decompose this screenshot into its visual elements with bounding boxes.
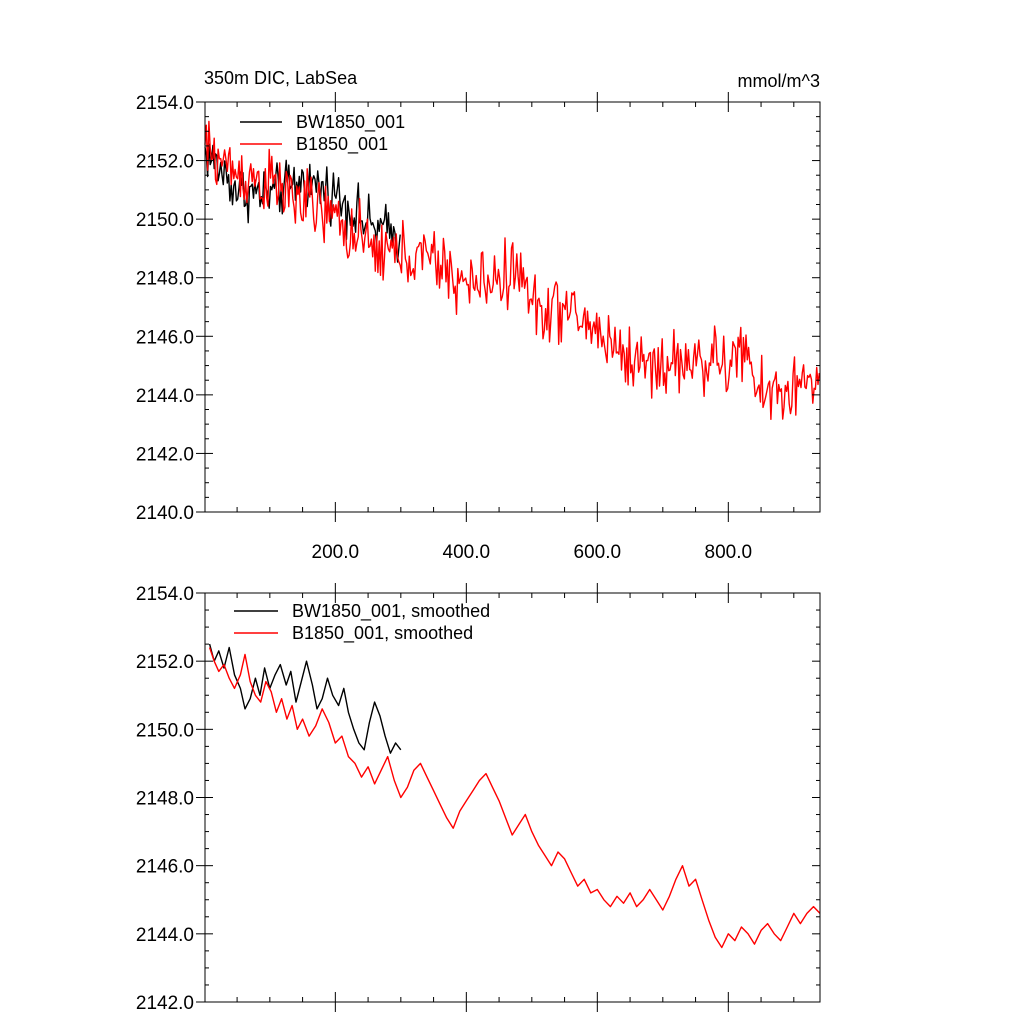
y-tick-label: 2154.0 <box>136 93 194 114</box>
y-tick-label: 2154.0 <box>136 584 194 605</box>
y-tick-label: 2146.0 <box>136 327 194 348</box>
y-tick-label: 2142.0 <box>136 444 194 465</box>
top-plot-frame <box>204 101 821 513</box>
y-tick-label: 2152.0 <box>136 652 194 673</box>
bottom-ticks: 2142.0 2144.0 2146.0 2148.0 2150.0 2152.0 2154… <box>136 583 820 1014</box>
y-tick-label: 2148.0 <box>136 789 194 810</box>
legend-label: BW1850_001, smoothed <box>292 601 490 622</box>
x-tick-label: 200.0 <box>312 542 360 563</box>
y-tick-label: 2140.0 <box>136 503 194 524</box>
series-line-top-1 <box>204 120 820 420</box>
y-tick-label: 2144.0 <box>136 925 194 946</box>
legend-label: BW1850_001 <box>296 112 405 133</box>
panel-top-raw: 350m DIC, LabSea mmol/m^3 2140.02142.021… <box>136 68 821 563</box>
y-tick-label: 2152.0 <box>136 152 194 173</box>
legend-label: B1850_001, smoothed <box>292 623 473 644</box>
x-tick-label: 800.0 <box>705 542 753 563</box>
y-tick-label: 2144.0 <box>136 386 194 407</box>
chart-title: 350m DIC, LabSea <box>204 68 358 88</box>
units-label: mmol/m^3 <box>738 71 820 91</box>
y-tick-label: 2150.0 <box>136 210 194 231</box>
y-tick-label: 2148.0 <box>136 269 194 290</box>
bottom-plot-frame <box>204 592 821 1003</box>
top-series-group <box>204 120 820 420</box>
bottom-series-group <box>208 643 821 949</box>
series-line-bottom-1 <box>208 647 821 949</box>
y-tick-label: 2146.0 <box>136 857 194 878</box>
top-ticks: 2140.0 2142.0 2144.0 2146.0 2148.0 2150.0 2152… <box>136 92 820 563</box>
series-line-bottom-0 <box>208 643 402 754</box>
panel-bottom-smoothed: 2142.0 2144.0 2146.0 2148.0 2150.0 2152.0 2154… <box>136 583 821 1014</box>
y-tick-label: 2142.0 <box>136 993 194 1014</box>
series-line-top-0 <box>204 143 401 263</box>
x-tick-label: 400.0 <box>443 542 491 563</box>
y-tick-label: 2150.0 <box>136 720 194 741</box>
x-tick-label: 600.0 <box>574 542 622 563</box>
legend-label: B1850_001 <box>296 134 388 155</box>
